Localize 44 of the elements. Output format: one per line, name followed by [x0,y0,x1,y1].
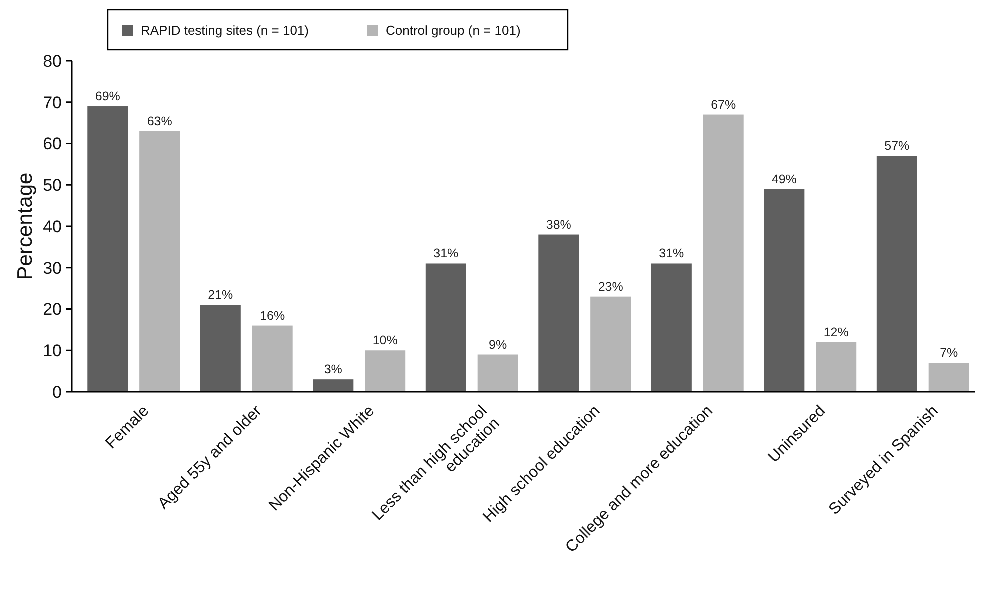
bar [478,354,518,392]
data-label: 63% [147,114,172,128]
data-label: 9% [489,338,508,352]
bar [651,264,692,392]
bar [252,326,293,392]
y-tick-label: 10 [43,342,62,361]
bar [365,350,406,392]
bar [200,305,241,392]
y-tick-label: 50 [43,176,62,196]
data-label: 31% [659,246,684,261]
data-label: 16% [260,308,286,323]
y-tick-label: 30 [43,258,62,278]
y-tick-label: 80 [43,52,62,71]
data-label: 49% [772,172,797,186]
bar [928,363,970,392]
bar [764,189,805,392]
legend-label: RAPID testing sites (n = 101) [141,23,309,38]
data-label: 31% [434,246,459,261]
data-label: 69% [95,90,120,104]
bar [538,234,580,392]
bar [590,296,632,392]
y-tick-label: 70 [43,93,62,112]
bar [703,114,744,392]
data-label: 23% [598,280,624,294]
data-label: 3% [324,362,342,377]
data-label: 12% [824,325,849,340]
bar [88,106,128,392]
data-label: 7% [940,346,958,360]
bar [313,380,354,392]
y-tick-label: 20 [43,300,62,320]
bar [816,342,857,392]
y-axis-title: Percentage [14,172,37,280]
data-label: 57% [884,139,910,154]
legend-label: Control group (n = 101) [386,23,521,38]
y-tick-label: 40 [43,217,62,236]
y-tick-label: 0 [52,382,62,402]
data-label: 21% [208,288,234,302]
data-label: 38% [546,218,572,232]
bar [876,156,918,392]
bar [140,131,180,392]
bar [426,264,466,392]
data-label: 10% [372,334,398,348]
y-tick-label: 60 [43,134,62,154]
data-label: 67% [711,98,736,112]
